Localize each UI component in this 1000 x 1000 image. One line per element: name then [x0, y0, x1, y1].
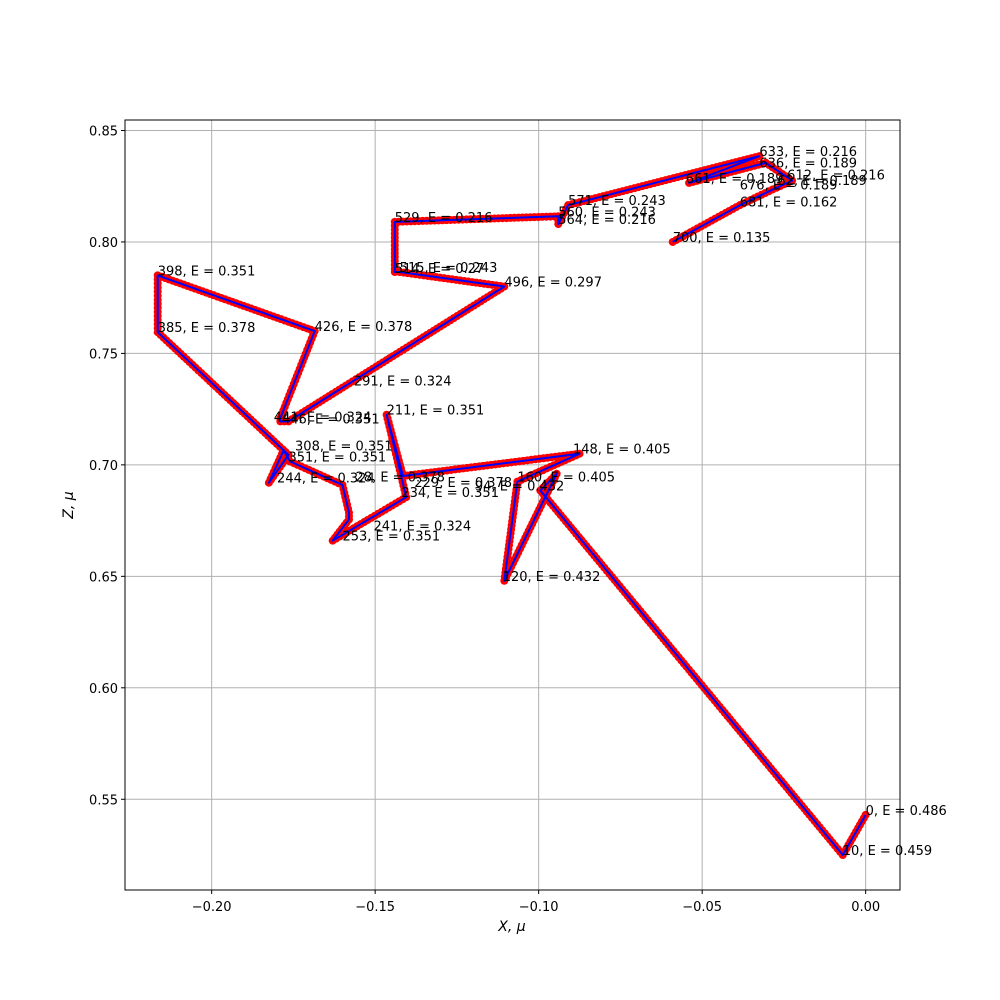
- y-axis: 0.55 0.60 0.65 0.70 0.75 0.80 0.85: [89, 124, 125, 808]
- x-tick-label: −0.15: [355, 900, 395, 915]
- x-tick-label: −0.20: [192, 900, 232, 915]
- point-annotation: 529, E = 0.216: [395, 211, 493, 226]
- point-annotation: 94, E = 0.432: [475, 480, 564, 495]
- y-axis-label: Z, μ: [61, 491, 77, 519]
- point-annotation: 496, E = 0.297: [504, 276, 602, 291]
- y-tick-label: 0.75: [89, 347, 118, 362]
- x-axis: −0.20 −0.15 −0.10 −0.05 0.00: [192, 890, 880, 915]
- point-annotation: 514, E = 0.27: [395, 262, 484, 277]
- point-annotation: 560, E = 0.243: [558, 205, 656, 220]
- x-tick-label: 0.00: [851, 900, 880, 915]
- point-annotation: 633, E = 0.216: [759, 145, 857, 160]
- point-annotation: 351, E = 0.351: [289, 451, 387, 466]
- trajectory-line: [156, 155, 867, 856]
- point-annotation: 120, E = 0.432: [503, 570, 601, 585]
- point-annotation: 636, E = 0.189: [759, 156, 857, 171]
- y-tick-label: 0.85: [89, 124, 118, 139]
- point-annotation: 441, E = 0.324: [274, 410, 372, 425]
- y-tick-label: 0.80: [89, 236, 118, 251]
- point-annotation: 676, E = 0.189: [740, 179, 838, 194]
- y-tick-label: 0.65: [89, 570, 118, 585]
- point-annotation: 241, E = 0.324: [374, 520, 472, 535]
- point-annotation: 234, E = 0.351: [401, 486, 499, 501]
- point-annotation: 148, E = 0.405: [573, 443, 671, 458]
- point-annotation: 0, E = 0.486: [866, 804, 947, 819]
- y-tick-label: 0.70: [89, 459, 118, 474]
- point-annotation: 571, E = 0.243: [568, 194, 666, 209]
- point-annotation: 426, E = 0.378: [315, 320, 413, 335]
- point-annotation: 385, E = 0.378: [158, 321, 256, 336]
- point-annotation: 398, E = 0.351: [158, 264, 256, 279]
- point-annotation: 211, E = 0.351: [387, 404, 485, 419]
- point-annotation: 10, E = 0.459: [843, 844, 932, 859]
- x-tick-label: −0.10: [519, 900, 559, 915]
- point-annotation: 308, E = 0.351: [295, 439, 393, 454]
- x-axis-label: X, μ: [497, 919, 525, 935]
- plot-frame: [124, 119, 901, 891]
- y-tick-label: 0.55: [89, 793, 118, 808]
- point-annotation: 515, E = 0.243: [400, 261, 498, 276]
- y-tick-label: 0.60: [89, 682, 118, 697]
- trajectory-layer: [153, 152, 870, 859]
- point-annotation: 28, E = 0.378: [356, 471, 445, 486]
- point-annotation: 564, E = 0.216: [558, 213, 656, 228]
- point-annotation: 229, E = 0.378: [414, 476, 512, 491]
- x-tick-label: −0.05: [682, 900, 722, 915]
- point-annotation: 291, E = 0.324: [354, 375, 452, 390]
- point-annotation: 244, E = 0.324: [277, 472, 375, 487]
- annotations-layer: 0, E = 0.486 10, E = 0.459 94, E = 0.432 12…: [158, 145, 947, 859]
- point-annotation: 700, E = 0.135: [673, 231, 771, 246]
- point-annotation: 160, E = 0.405: [517, 471, 615, 486]
- point-annotation: 446, E = 0.351: [282, 413, 380, 428]
- point-annotation: 62, E = 0.189: [777, 174, 866, 189]
- point-annotation: 681, E = 0.162: [740, 195, 838, 210]
- point-annotation: 253, E = 0.351: [342, 530, 440, 545]
- point-annotation: 661, E = 0.189: [686, 172, 784, 187]
- point-annotation: 612, E = 0.216: [787, 169, 885, 184]
